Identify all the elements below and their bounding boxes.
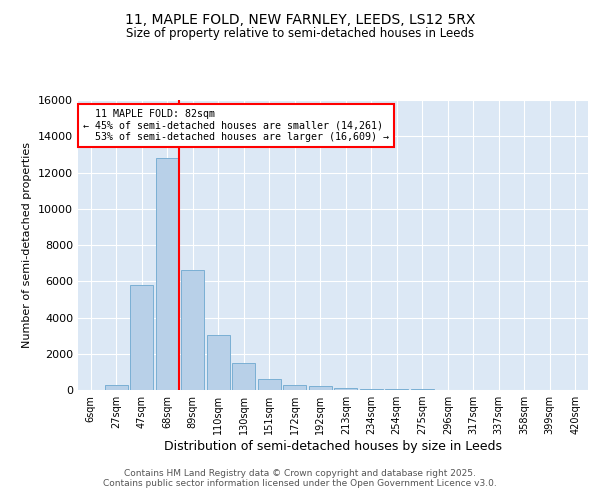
Bar — [105, 384, 128, 390]
X-axis label: Distribution of semi-detached houses by size in Leeds: Distribution of semi-detached houses by … — [164, 440, 502, 453]
Bar — [258, 379, 281, 390]
Bar — [385, 389, 408, 390]
Text: Contains HM Land Registry data © Crown copyright and database right 2025.: Contains HM Land Registry data © Crown c… — [124, 468, 476, 477]
Bar — [207, 334, 230, 390]
Text: Size of property relative to semi-detached houses in Leeds: Size of property relative to semi-detach… — [126, 28, 474, 40]
Bar — [130, 285, 153, 390]
Bar — [334, 388, 357, 390]
Bar — [283, 384, 306, 390]
Bar — [360, 388, 383, 390]
Bar — [309, 386, 332, 390]
Text: 11, MAPLE FOLD, NEW FARNLEY, LEEDS, LS12 5RX: 11, MAPLE FOLD, NEW FARNLEY, LEEDS, LS12… — [125, 12, 475, 26]
Bar — [156, 158, 179, 390]
Bar — [181, 270, 204, 390]
Text: 11 MAPLE FOLD: 82sqm
← 45% of semi-detached houses are smaller (14,261)
  53% of: 11 MAPLE FOLD: 82sqm ← 45% of semi-detac… — [83, 108, 389, 142]
Bar — [232, 363, 255, 390]
Y-axis label: Number of semi-detached properties: Number of semi-detached properties — [22, 142, 32, 348]
Text: Contains public sector information licensed under the Open Government Licence v3: Contains public sector information licen… — [103, 478, 497, 488]
